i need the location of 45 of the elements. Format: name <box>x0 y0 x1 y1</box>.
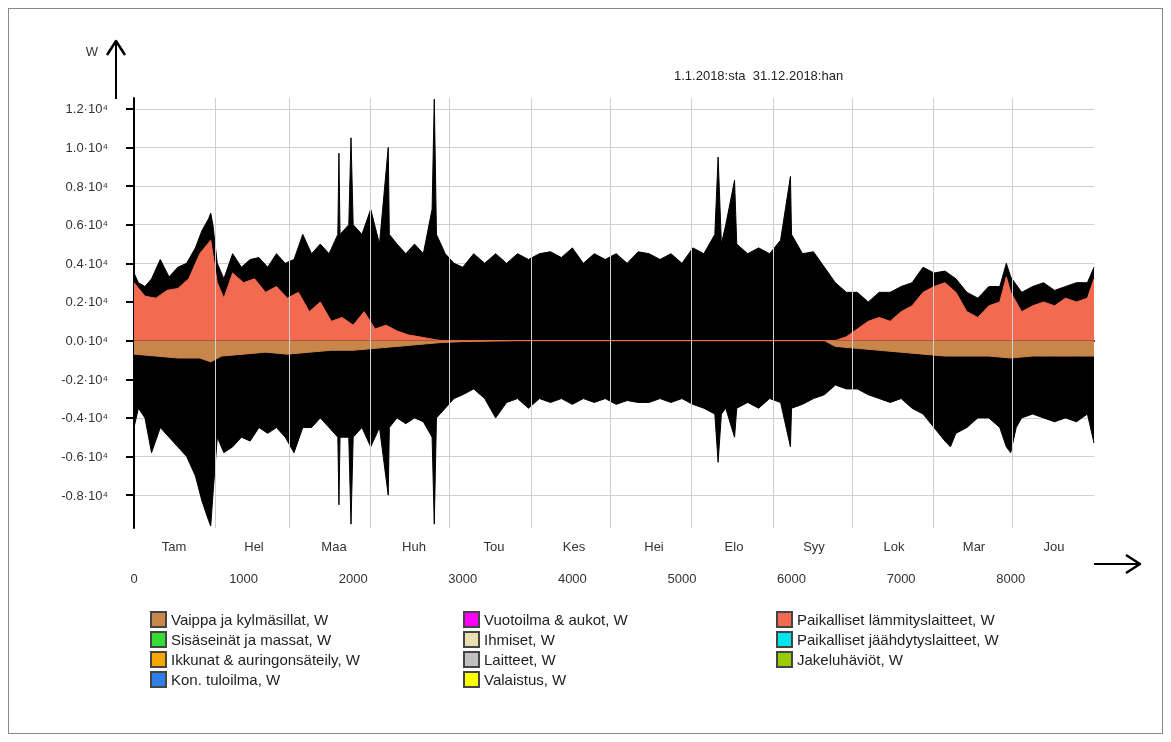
y-tick-label: 1.2·10⁴ <box>65 101 108 117</box>
text: Syy <box>803 538 826 554</box>
legend-label: Sisäseinät ja massat, W <box>171 631 332 648</box>
x-tick-label: 7000 <box>886 571 916 586</box>
x-tick-label: 2000 <box>338 571 368 586</box>
text: 1.1.2018:sta 31.12.2018:han <box>674 68 844 83</box>
y-tick-label: -0.4·10⁴ <box>61 410 108 426</box>
y-tick-label: 0.4·10⁴ <box>65 255 108 271</box>
legend-label: Paikalliset jäähdytyslaitteet, W <box>797 631 1000 648</box>
text: Hel <box>244 538 264 554</box>
legend-label: Jakeluhäviöt, W <box>797 651 904 668</box>
text: Lok <box>883 538 905 554</box>
text: Elo <box>724 538 744 554</box>
y-tick-label: -0.6·10⁴ <box>61 449 108 465</box>
y-tick-label: -0.2·10⁴ <box>61 371 108 387</box>
text: Hei <box>644 538 664 554</box>
text: Jou <box>1043 538 1065 554</box>
legend-label: Ihmiset, W <box>484 631 556 648</box>
y-tick-label: 0.2·10⁴ <box>65 294 108 310</box>
x-tick-label: 0 <box>130 571 138 586</box>
text: Tou <box>483 538 505 554</box>
x-tick-label: 6000 <box>777 571 806 586</box>
text: Mar <box>962 538 986 554</box>
legend-label: Laitteet, W <box>484 651 557 668</box>
x-tick-label: 4000 <box>557 571 587 586</box>
text: Maa <box>321 538 348 554</box>
y-tick-label: 0.6·10⁴ <box>65 217 108 233</box>
text: Kes <box>562 538 586 554</box>
x-tick-label: 3000 <box>448 571 478 586</box>
text: Huh <box>402 538 426 554</box>
y-tick-label: 0.8·10⁴ <box>65 178 108 194</box>
legend-label: Vuotoilma & aukot, W <box>484 611 629 628</box>
legend-label: Vaippa ja kylmäsillat, W <box>171 611 330 628</box>
text: Tam <box>161 538 187 554</box>
legend-label: Valaistus, W <box>484 671 568 688</box>
y-axis-title: W <box>85 44 99 59</box>
x-tick-label: 8000 <box>996 571 1026 586</box>
legend-label: Paikalliset lämmityslaitteet, W <box>797 611 996 628</box>
x-tick-label: 1000 <box>229 571 259 586</box>
legend-label: Ikkunat & auringonsäteily, W <box>171 651 361 668</box>
y-tick-label: -0.8·10⁴ <box>61 487 108 503</box>
x-tick-label: 5000 <box>667 571 697 586</box>
legend-label: Kon. tuloilma, W <box>171 671 282 688</box>
y-tick-label: 1.0·10⁴ <box>65 139 108 155</box>
y-tick-label: 0.0·10⁴ <box>65 333 108 349</box>
